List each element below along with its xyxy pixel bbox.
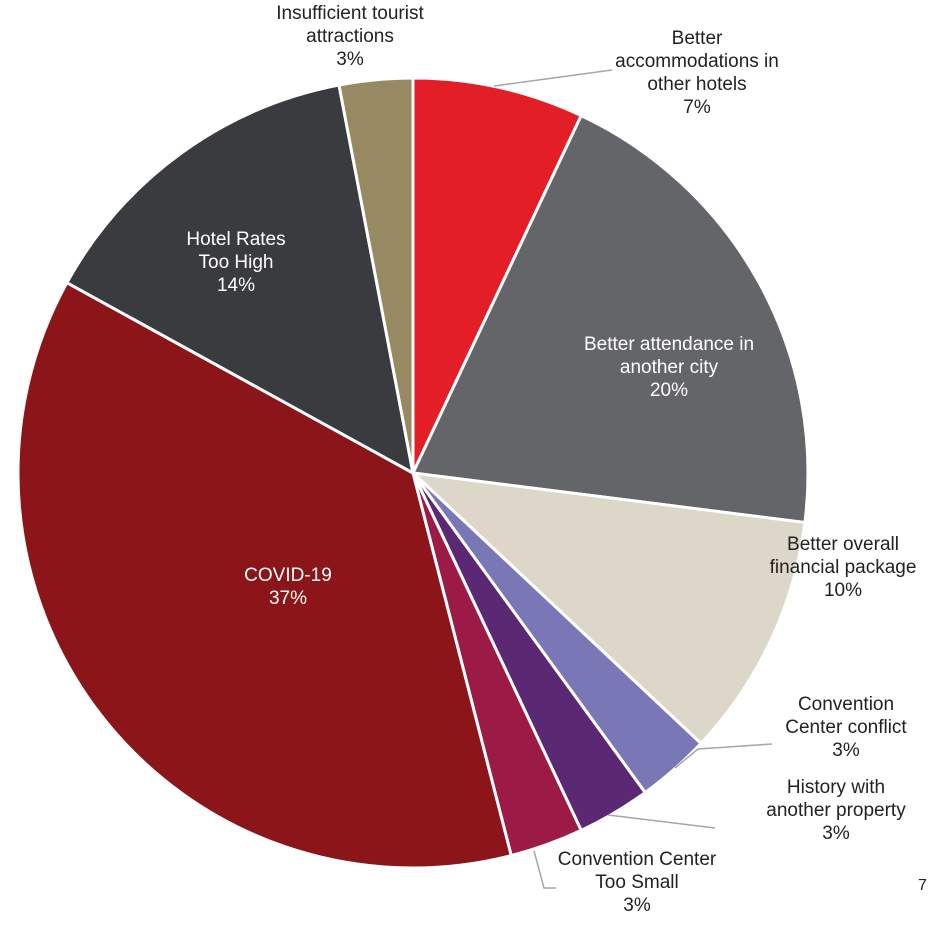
page-number: 7: [918, 877, 927, 894]
slice-label-line: another city: [620, 357, 719, 378]
leader-line-5: [607, 814, 716, 829]
pie-slice-1: [411, 76, 583, 475]
slice-label-6: Convention Center Too Small 3%: [558, 849, 717, 916]
slice-label-4: Convention Center conflict 3%: [785, 694, 907, 761]
slice-label-line: Better: [672, 28, 723, 49]
slice-label-line: COVID-19: [244, 565, 332, 586]
slice-label-3: Better overall financial package 10%: [770, 534, 917, 601]
slice-label-line: Insufficient tourist: [276, 3, 424, 24]
pie-slice-7: [16, 281, 513, 870]
slice-label-line: 3%: [623, 895, 651, 916]
slice-label-line: Better attendance in: [584, 334, 754, 355]
slice-label-line: 3%: [832, 740, 860, 761]
slice-label-line: 20%: [650, 380, 688, 401]
slice-label-line: 10%: [824, 580, 862, 601]
leader-line-4: [674, 743, 773, 769]
slice-label-line: financial package: [770, 557, 917, 578]
slice-label-line: 3%: [822, 823, 850, 844]
slice-label-7: COVID-19 37%: [244, 565, 332, 609]
slice-label-9: Insufficient tourist attractions 3%: [276, 3, 424, 70]
leader-line-1: [493, 69, 613, 87]
slice-label-line: accommodations in: [615, 51, 779, 72]
slice-label-line: History with: [787, 777, 885, 798]
slice-label-line: other hotels: [647, 74, 746, 95]
slice-label-line: 14%: [217, 275, 255, 296]
pie-slice-2: [411, 114, 810, 525]
slice-label-line: Too High: [199, 252, 274, 273]
slice-label-line: Too Small: [595, 872, 678, 893]
slice-label-line: 37%: [269, 588, 307, 609]
pie-slice-9: [337, 76, 415, 475]
slice-label-line: Better overall: [787, 534, 899, 555]
slice-label-2: Better attendance in another city 20%: [584, 334, 754, 401]
slice-label-line: Convention Center: [558, 849, 717, 870]
slice-label-8: Hotel Rates Too High 14%: [186, 229, 285, 296]
slice-label-line: another property: [766, 800, 906, 821]
slice-label-5: History with another property 3%: [766, 777, 906, 844]
pie-slice-3: [411, 471, 807, 745]
slice-label-1: Better accommodations in other hotels 7%: [615, 28, 779, 118]
leader-line-6: [533, 850, 556, 889]
slice-label-line: Hotel Rates: [186, 229, 285, 250]
pie-slice-8: [65, 83, 415, 475]
slice-label-line: Center conflict: [785, 717, 907, 738]
slice-label-line: 7%: [683, 97, 711, 118]
slice-label-line: 3%: [336, 49, 364, 70]
slice-label-line: Convention: [798, 694, 894, 715]
slice-label-line: attractions: [306, 26, 394, 47]
